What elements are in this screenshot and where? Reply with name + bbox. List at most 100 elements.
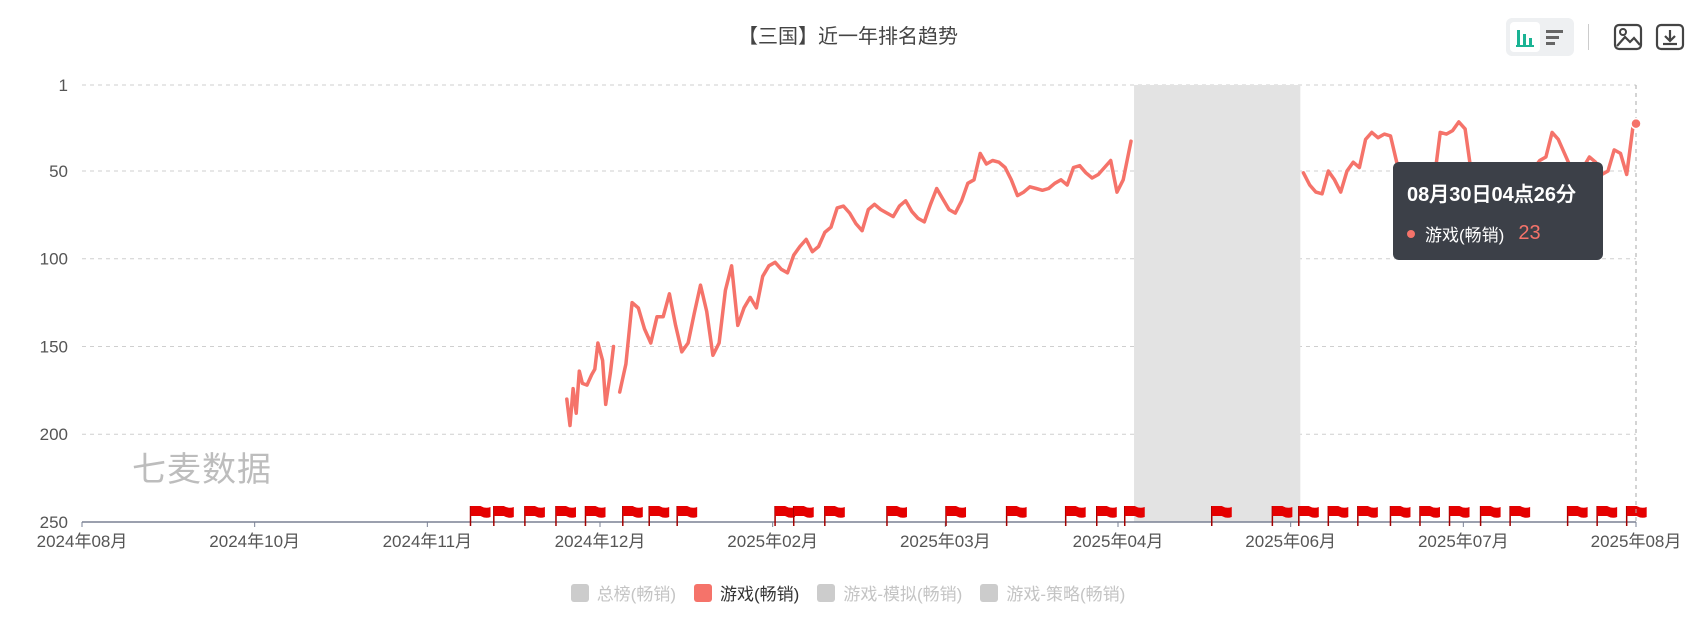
- event-flag: [622, 506, 643, 526]
- y-tick-label: 100: [40, 250, 68, 269]
- event-flag: [886, 506, 907, 526]
- event-flag-cloth: [649, 506, 670, 518]
- save-image-button[interactable]: [1611, 20, 1645, 54]
- legend-swatch: [980, 583, 999, 602]
- event-flag: [524, 506, 545, 526]
- y-tick-label: 200: [40, 425, 68, 444]
- tooltip-series-name: 游戏(畅销): [1425, 226, 1505, 245]
- legend-item[interactable]: 游戏(畅销): [694, 580, 799, 605]
- x-tick-label: 2025年03月: [900, 532, 991, 551]
- bar-chart-icon: [1516, 30, 1534, 47]
- event-flag: [1509, 506, 1531, 526]
- legend-item[interactable]: 游戏-策略(畅销): [980, 580, 1125, 605]
- legend-label: 游戏-模拟(畅销): [843, 585, 963, 604]
- event-flag-cloth: [1096, 506, 1117, 518]
- event-flag-cloth: [1211, 506, 1232, 518]
- chart-toolbar: [1506, 18, 1687, 56]
- list-icon: [1546, 30, 1563, 45]
- legend-item[interactable]: 总榜(畅销): [570, 580, 677, 605]
- event-flag: [555, 506, 576, 526]
- event-flag-cloth: [622, 506, 643, 518]
- legend-label: 游戏-策略(畅销): [1006, 585, 1126, 604]
- toolbar-divider: [1588, 24, 1589, 50]
- event-flag: [469, 506, 491, 526]
- event-flag: [774, 506, 796, 526]
- tooltip-series-dot: [1407, 229, 1415, 238]
- bar-chart-view-button[interactable]: [1510, 22, 1540, 52]
- event-flag: [676, 506, 698, 526]
- event-flag-cloth: [1065, 506, 1086, 518]
- y-tick-label: 150: [40, 337, 68, 356]
- event-flag-cloth: [886, 506, 907, 518]
- list-view-button[interactable]: [1540, 22, 1570, 52]
- tooltip-time: 08月30日04点26分: [1407, 184, 1576, 206]
- event-flag-cloth: [946, 506, 967, 518]
- event-flag-cloth: [1124, 506, 1145, 518]
- event-flag-cloth: [1626, 506, 1647, 518]
- event-flag-cloth: [793, 506, 814, 518]
- event-flag: [1327, 506, 1349, 526]
- event-flag: [1005, 506, 1027, 526]
- legend-label: 总榜(畅销): [596, 585, 677, 604]
- x-tick-label: 2025年02月: [727, 532, 818, 551]
- event-flag: [584, 506, 606, 526]
- event-flag: [792, 506, 814, 526]
- tooltip-row: 游戏(畅销) 23: [1407, 221, 1589, 246]
- x-tick-label: 2025年07月: [1418, 532, 1509, 551]
- event-flag: [824, 506, 845, 526]
- event-flag: [1625, 506, 1647, 526]
- chart-tooltip: 08月30日04点26分 游戏(畅销) 23: [1393, 162, 1603, 260]
- x-tick-label: 2024年10月: [209, 532, 300, 551]
- event-flag-cloth: [1419, 506, 1440, 518]
- watermark: 七麦数据: [132, 451, 272, 489]
- image-export-icon: [1613, 23, 1643, 51]
- event-flag: [1389, 506, 1411, 526]
- legend-swatch: [694, 583, 713, 602]
- event-flag: [1211, 506, 1232, 526]
- event-flag-cloth: [470, 506, 491, 518]
- event-flag-cloth: [585, 506, 606, 518]
- event-flag-cloth: [1298, 506, 1319, 518]
- view-toggle-group: [1506, 18, 1574, 56]
- chart-title: 【三国】近一年排名趋势: [738, 26, 958, 48]
- event-flag: [1448, 506, 1470, 526]
- y-tick-label: 250: [40, 513, 68, 532]
- x-tick-label: 2024年08月: [37, 532, 128, 551]
- event-flag-cloth: [677, 506, 698, 518]
- event-flag: [1096, 506, 1117, 526]
- x-tick-label: 2024年12月: [555, 532, 646, 551]
- x-tick-label: 2024年11月: [383, 532, 472, 551]
- event-flag-cloth: [1480, 506, 1501, 518]
- hover-point: [1630, 117, 1642, 130]
- legend-swatch: [817, 583, 836, 602]
- event-flag-cloth: [1597, 506, 1618, 518]
- event-flag-cloth: [1510, 506, 1531, 518]
- event-flag: [493, 506, 514, 526]
- download-button[interactable]: [1653, 20, 1687, 54]
- event-flag-cloth: [493, 506, 514, 518]
- x-tick-label: 2025年06月: [1245, 532, 1336, 551]
- event-flag-cloth: [1357, 506, 1378, 518]
- legend-label: 游戏(畅销): [720, 585, 800, 604]
- y-tick-label: 50: [49, 162, 68, 181]
- event-flag-cloth: [1390, 506, 1411, 518]
- event-flag: [1123, 506, 1145, 526]
- event-flag: [1419, 506, 1440, 526]
- event-flag-cloth: [775, 506, 796, 518]
- event-flag-cloth: [524, 506, 545, 518]
- shaded-region: [1134, 85, 1301, 522]
- event-flag-cloth: [1328, 506, 1349, 518]
- event-flag: [1357, 506, 1378, 526]
- legend-item[interactable]: 游戏-模拟(畅销): [817, 580, 962, 605]
- series-line-segment: [565, 341, 616, 428]
- x-tick-label: 2025年08月: [1591, 532, 1682, 551]
- event-flag-cloth: [1449, 506, 1470, 518]
- event-flag: [1479, 506, 1501, 526]
- legend-swatch: [570, 583, 589, 602]
- event-flag: [1064, 506, 1086, 526]
- event-flag-cloth: [1272, 506, 1293, 518]
- y-tick-label: 1: [59, 76, 68, 95]
- event-flag-cloth: [555, 506, 576, 518]
- event-flag: [1596, 506, 1618, 526]
- series-line-segment: [617, 139, 1133, 394]
